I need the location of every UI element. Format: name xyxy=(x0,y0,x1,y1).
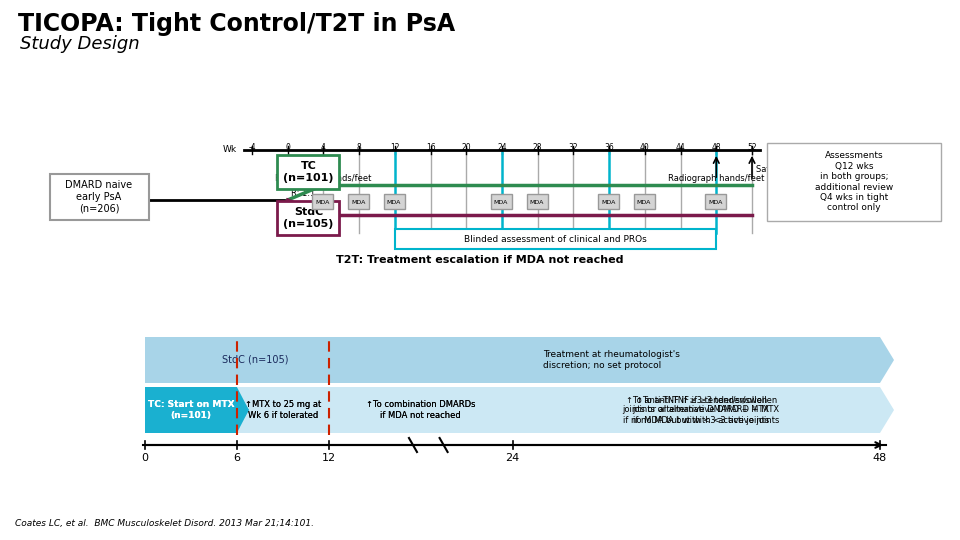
FancyBboxPatch shape xyxy=(277,155,340,189)
Text: 20: 20 xyxy=(462,143,471,152)
Text: Treatment at rheumatologist's
discretion; no set protocol: Treatment at rheumatologist's discretion… xyxy=(543,350,680,370)
Text: 48: 48 xyxy=(873,453,887,463)
Text: 24: 24 xyxy=(497,143,507,152)
Text: TICOPA: Tight Control/T2T in PsA: TICOPA: Tight Control/T2T in PsA xyxy=(18,12,455,36)
Text: 4: 4 xyxy=(321,143,325,152)
Text: T2T: Treatment escalation if MDA not reached: T2T: Treatment escalation if MDA not rea… xyxy=(336,255,624,265)
Text: Wk: Wk xyxy=(223,145,237,154)
Text: R: 1:1: R: 1:1 xyxy=(291,189,315,198)
FancyBboxPatch shape xyxy=(491,194,512,209)
Text: 52: 52 xyxy=(747,143,756,152)
Text: -4: -4 xyxy=(249,143,255,152)
FancyBboxPatch shape xyxy=(598,194,619,209)
Polygon shape xyxy=(145,337,894,383)
Text: 36: 36 xyxy=(604,143,614,152)
Text: MDA: MDA xyxy=(708,199,723,205)
Text: StdC
(n=105): StdC (n=105) xyxy=(283,207,334,229)
FancyBboxPatch shape xyxy=(348,194,370,209)
Text: 12: 12 xyxy=(322,453,336,463)
Text: 48: 48 xyxy=(711,143,721,152)
Text: MDA: MDA xyxy=(530,199,544,205)
Text: 24: 24 xyxy=(505,453,519,463)
Text: 12: 12 xyxy=(390,143,399,152)
Text: 6: 6 xyxy=(233,453,240,463)
FancyBboxPatch shape xyxy=(277,201,340,235)
Text: 8: 8 xyxy=(357,143,362,152)
Text: 28: 28 xyxy=(533,143,542,152)
Text: 16: 16 xyxy=(425,143,436,152)
Text: MDA: MDA xyxy=(636,199,651,205)
Text: MDA: MDA xyxy=(387,199,401,205)
Text: DMARD naive
early PsA
(n=206): DMARD naive early PsA (n=206) xyxy=(65,180,132,214)
Text: 44: 44 xyxy=(676,143,685,152)
Text: Assessments
Q12 wks
in both groups;
additional review
Q4 wks in tight
control on: Assessments Q12 wks in both groups; addi… xyxy=(815,152,893,213)
Text: 0: 0 xyxy=(285,143,290,152)
FancyBboxPatch shape xyxy=(706,194,727,209)
Text: Radiograph hands/feet: Radiograph hands/feet xyxy=(276,174,372,183)
Text: 0: 0 xyxy=(141,453,149,463)
Text: MDA: MDA xyxy=(493,199,508,205)
Polygon shape xyxy=(235,387,249,433)
FancyBboxPatch shape xyxy=(395,229,716,249)
Text: 40: 40 xyxy=(640,143,650,152)
Text: ↑MTX to 25 mg at
Wk 6 if tolerated: ↑MTX to 25 mg at Wk 6 if tolerated xyxy=(245,400,321,420)
FancyBboxPatch shape xyxy=(312,194,333,209)
FancyBboxPatch shape xyxy=(767,143,941,221)
Text: Coates LC, et al.  BMC Musculoskelet Disord. 2013 Mar 21;14:101.: Coates LC, et al. BMC Musculoskelet Diso… xyxy=(15,519,314,528)
Polygon shape xyxy=(145,387,894,433)
FancyBboxPatch shape xyxy=(384,194,405,209)
Text: TC
(n=101): TC (n=101) xyxy=(283,161,334,183)
Text: ↑To anti-TNF if ≥3 tender/swollen
joints or alternative DMARD + MTX
if no MDA bu: ↑To anti-TNF if ≥3 tender/swollen joints… xyxy=(623,395,770,425)
Text: ↑To combination DMARDs
if MDA not reached: ↑To combination DMARDs if MDA not reache… xyxy=(366,400,475,420)
Text: Study Design: Study Design xyxy=(20,35,139,53)
Polygon shape xyxy=(145,387,249,433)
Text: TC: Start on MTX
(n=101): TC: Start on MTX (n=101) xyxy=(148,400,234,420)
Text: StdC (n=105): StdC (n=105) xyxy=(222,355,288,365)
Text: MDA: MDA xyxy=(351,199,366,205)
FancyBboxPatch shape xyxy=(50,174,149,220)
Text: ↑To combination DMARDs
if MDA not reached: ↑To combination DMARDs if MDA not reache… xyxy=(366,400,475,420)
FancyBboxPatch shape xyxy=(634,194,655,209)
Text: ↑MTX to 25 mg at
Wk 6 if tolerated: ↑MTX to 25 mg at Wk 6 if tolerated xyxy=(245,400,321,420)
FancyBboxPatch shape xyxy=(527,194,548,209)
Text: Radiograph hands/feet: Radiograph hands/feet xyxy=(668,174,764,183)
Text: ↑To anti-TNF if ≥3 tender/swollen
joints or alternative DMARD + MTX
if no MDA bu: ↑To anti-TNF if ≥3 tender/swollen joints… xyxy=(633,395,780,425)
Text: MDA: MDA xyxy=(315,199,329,205)
Text: Blinded assessment of clinical and PROs: Blinded assessment of clinical and PROs xyxy=(465,234,647,244)
Text: MDA: MDA xyxy=(601,199,615,205)
Text: Safety visit: Safety visit xyxy=(756,165,803,174)
Text: 32: 32 xyxy=(568,143,578,152)
Text: TC: Start on MTX
(n=101): TC: Start on MTX (n=101) xyxy=(148,400,234,420)
